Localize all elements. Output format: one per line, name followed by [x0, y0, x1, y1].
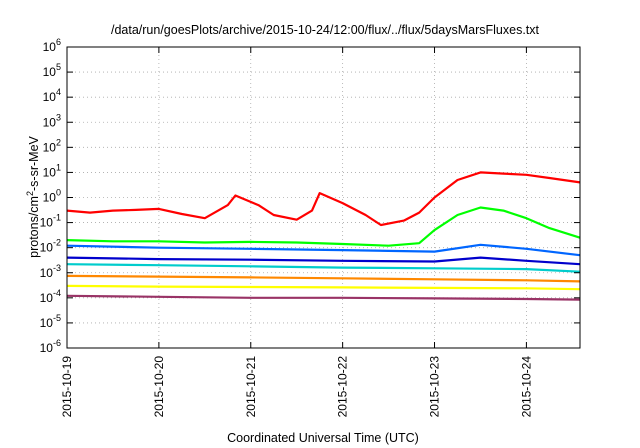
- grid: [67, 47, 580, 348]
- series-line: [66, 294, 581, 301]
- y-tick-label-exp: 1: [56, 162, 61, 172]
- y-tick-label-base: 10: [43, 165, 57, 179]
- y-tick-label: 102: [43, 137, 61, 154]
- y-tick-label-base: 10: [43, 40, 57, 54]
- y-axis-label-sup: 2: [25, 191, 35, 196]
- series-line: [66, 256, 581, 266]
- y-tick-label-base: 10: [43, 90, 57, 104]
- y-tick-label-base: 10: [40, 241, 54, 255]
- y-tick-label-base: 10: [43, 65, 57, 79]
- y-tick-label-exp: 0: [56, 188, 61, 198]
- y-tick-label-exp: -3: [53, 263, 61, 273]
- y-tick-label-base: 10: [43, 115, 57, 129]
- y-tick-label-base: 10: [43, 140, 57, 154]
- y-tick-label: 10-1: [40, 213, 61, 230]
- series-line: [66, 274, 581, 283]
- y-tick-label: 105: [43, 62, 61, 79]
- y-tick-label-base: 10: [40, 341, 54, 355]
- y-tick-label: 10-6: [40, 338, 61, 355]
- plot-area: [66, 171, 581, 301]
- x-tick-label: 2015-10-23: [428, 356, 442, 418]
- y-tick-label: 104: [43, 87, 61, 104]
- series-line: [66, 243, 581, 257]
- y-tick-label-exp: -1: [53, 213, 61, 223]
- series-line: [66, 284, 581, 291]
- y-axis-label-base: protons/cm: [27, 196, 41, 258]
- y-tick-label-base: 10: [43, 191, 57, 205]
- y-tick-label-exp: 5: [56, 62, 61, 72]
- y-tick-label-base: 10: [40, 316, 54, 330]
- y-axis: 10-610-510-410-310-210-11001011021031041…: [40, 37, 580, 355]
- x-axis-label: Coordinated Universal Time (UTC): [227, 431, 419, 445]
- series-line: [66, 263, 581, 273]
- y-tick-label: 103: [43, 112, 61, 129]
- y-axis-label: protons/cm2-s-sr-MeV: [25, 135, 41, 257]
- series-line: [66, 206, 581, 247]
- series-line: [66, 171, 581, 227]
- y-tick-label-exp: -6: [53, 338, 61, 348]
- y-tick-label-exp: -5: [53, 313, 61, 323]
- y-axis-label-rest: -s-sr-MeV: [27, 135, 41, 191]
- y-tick-label: 10-5: [40, 313, 61, 330]
- y-tick-label-exp: 4: [56, 87, 61, 97]
- chart-title: /data/run/goesPlots/archive/2015-10-24/1…: [111, 23, 540, 37]
- y-tick-label-base: 10: [40, 266, 54, 280]
- y-tick-label-base: 10: [40, 291, 54, 305]
- x-tick-label: 2015-10-24: [519, 356, 533, 418]
- y-tick-label-exp: 3: [56, 112, 61, 122]
- y-tick-label-exp: -4: [53, 288, 61, 298]
- y-tick-label-exp: 6: [56, 37, 61, 47]
- y-tick-label: 10-3: [40, 263, 61, 280]
- y-tick-label-base: 10: [40, 216, 54, 230]
- y-tick-label: 101: [43, 162, 61, 179]
- x-tick-label: 2015-10-19: [60, 356, 74, 418]
- y-tick-label-exp: -2: [53, 238, 61, 248]
- x-tick-label: 2015-10-21: [244, 356, 258, 418]
- x-axis: 2015-10-19 2015-10-20 2015-10-21 2015-10-22…: [60, 47, 533, 417]
- y-tick-label: 106: [43, 37, 61, 54]
- y-tick-label: 10-4: [40, 288, 61, 305]
- x-tick-label: 2015-10-22: [336, 356, 350, 418]
- y-tick-label: 10-2: [40, 238, 61, 255]
- y-tick-label: 100: [43, 188, 61, 205]
- x-tick-label: 2015-10-20: [152, 356, 166, 418]
- y-tick-label-exp: 2: [56, 137, 61, 147]
